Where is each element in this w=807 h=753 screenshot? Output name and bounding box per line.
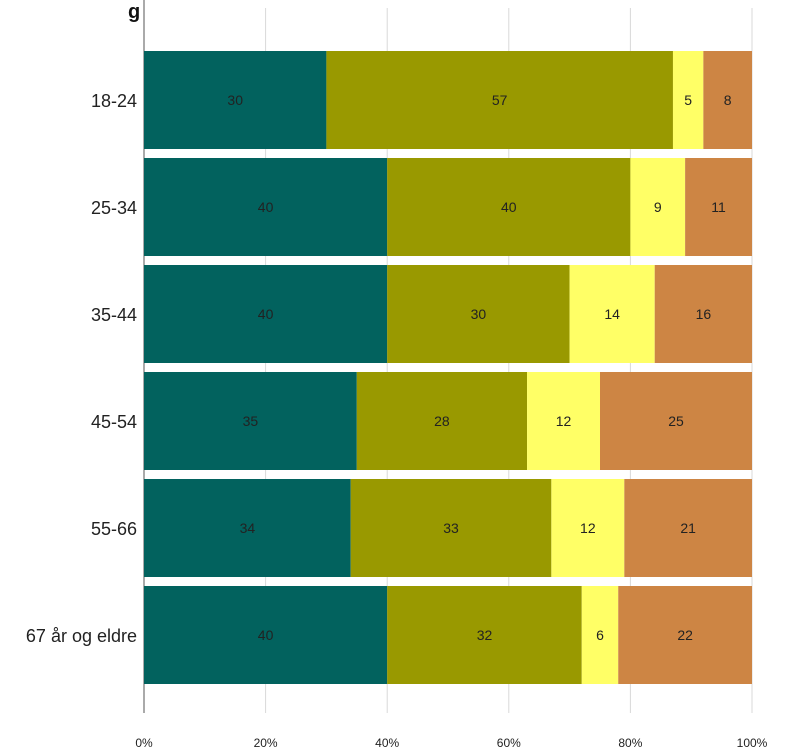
data-label: 16: [696, 306, 712, 322]
x-tick-label: 100%: [737, 736, 768, 750]
bar-segment: [356, 372, 528, 470]
x-tick-label: 0%: [135, 736, 153, 750]
category-label: 18-24: [91, 91, 137, 111]
bar-segment: [387, 265, 570, 363]
data-label: 57: [492, 92, 508, 108]
bar-segment: [144, 158, 388, 256]
data-label: 12: [556, 413, 572, 429]
data-label: 11: [711, 199, 726, 215]
category-label: 25-34: [91, 198, 137, 218]
x-axis-ticks: 0% 20% 40% 60% 80% 100%: [135, 736, 767, 750]
bar-segment: [326, 51, 673, 149]
bar-segment: [685, 158, 752, 256]
bar-segment: [387, 586, 582, 684]
data-label: 12: [580, 520, 596, 536]
bar-segment: [618, 586, 752, 684]
data-label: 35: [243, 413, 259, 429]
data-label: 30: [471, 306, 487, 322]
category-label: 35-44: [91, 305, 137, 325]
bar-segment: [703, 51, 752, 149]
data-label: 40: [258, 199, 274, 215]
bar-segment: [527, 372, 600, 470]
bar-segment: [624, 479, 752, 577]
data-label: 40: [258, 627, 274, 643]
data-label: 40: [258, 306, 274, 322]
bar-segment: [350, 479, 552, 577]
data-label: 32: [477, 627, 493, 643]
x-tick-label: 40%: [375, 736, 399, 750]
category-label: 45-54: [91, 412, 137, 432]
bar-segment: [387, 158, 631, 256]
bar-segment: [672, 51, 704, 149]
data-label: 5: [684, 92, 692, 108]
bar-segment: [600, 372, 752, 470]
data-label: 8: [724, 92, 732, 108]
data-label: 14: [604, 306, 620, 322]
x-tick-label: 60%: [497, 736, 521, 750]
data-label: 9: [654, 199, 662, 215]
category-label: 67 år og eldre: [26, 626, 137, 646]
x-tick-label: 20%: [254, 736, 278, 750]
chart-title: g: [128, 1, 140, 23]
bar-segment: [144, 372, 357, 470]
data-label: 40: [501, 199, 517, 215]
bar-segment: [144, 51, 327, 149]
bar-segment: [551, 479, 625, 577]
data-label: 22: [677, 627, 693, 643]
bar-segment: [569, 265, 655, 363]
data-label: 25: [668, 413, 684, 429]
data-label: 30: [227, 92, 243, 108]
bar-segment: [630, 158, 686, 256]
bar-segment: [144, 479, 351, 577]
data-label: 33: [443, 520, 459, 536]
category-label: 55-66: [91, 519, 137, 539]
data-label: 34: [240, 520, 256, 536]
data-label: 21: [680, 520, 696, 536]
bar-segment: [581, 586, 619, 684]
category-labels: 18-24 25-34 35-44 45-54 55-66 67 år og eldre: [26, 91, 137, 646]
bars: 30 57 5 8 40 40 9 11 40 30 14 16 35 28 12 25 34 33 12 21 40 3…: [144, 51, 752, 684]
bar-segment: [144, 265, 388, 363]
data-label: 6: [596, 627, 604, 643]
data-label: 28: [434, 413, 450, 429]
bar-segment: [654, 265, 752, 363]
bar-segment: [144, 586, 388, 684]
x-tick-label: 80%: [618, 736, 642, 750]
